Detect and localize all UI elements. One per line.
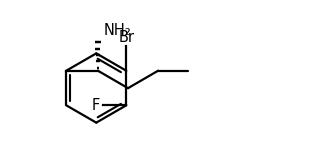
Text: Br: Br (118, 30, 134, 45)
Text: NH₂: NH₂ (103, 23, 131, 38)
Text: F: F (92, 98, 100, 113)
